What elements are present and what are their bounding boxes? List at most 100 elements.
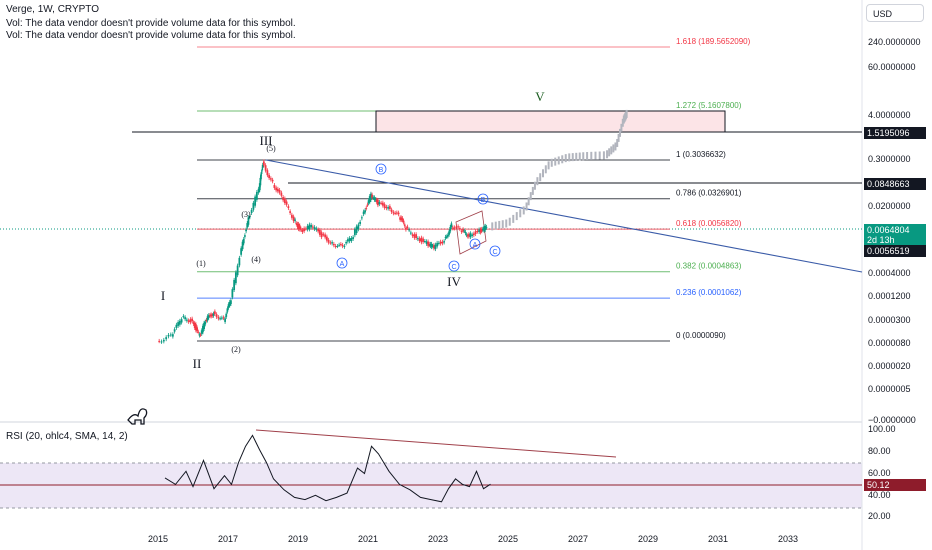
price-tag: 0.0064804	[864, 224, 926, 236]
fib-level-label: 0.618 (0.0056820)	[676, 219, 742, 228]
price-candle	[317, 229, 320, 232]
projection-candle	[515, 212, 518, 221]
projection-candle	[547, 161, 550, 170]
wave-label: V	[535, 89, 545, 104]
price-candle	[175, 324, 178, 328]
projection-candle	[621, 118, 624, 127]
price-candle	[444, 236, 447, 239]
price-candle	[236, 265, 239, 276]
wave-label: A	[473, 242, 478, 249]
price-tag: 1.5195096	[864, 127, 926, 139]
wave-label: I	[161, 288, 165, 303]
price-candle	[464, 231, 467, 234]
projection-candle	[582, 152, 585, 161]
price-candle	[203, 322, 205, 329]
price-candle	[322, 234, 325, 236]
price-candle	[225, 313, 228, 317]
price-candle	[220, 317, 223, 319]
price-candle	[233, 279, 236, 290]
wave-label: B	[481, 197, 486, 204]
price-candle	[372, 197, 375, 199]
price-candle	[278, 189, 281, 193]
price-candle	[193, 322, 196, 329]
price-candle	[185, 319, 188, 321]
price-candle	[409, 232, 412, 234]
price-candle	[259, 177, 262, 186]
price-candle	[364, 210, 366, 213]
price-candle	[466, 235, 469, 237]
time-axis-tick: 2029	[637, 534, 659, 544]
projection-candle	[620, 123, 623, 132]
price-candle	[437, 242, 440, 244]
price-candle	[403, 224, 406, 226]
price-axis-tick: 0.0004000	[868, 268, 911, 278]
projection-candle	[614, 142, 617, 151]
price-candle	[478, 229, 481, 233]
price-axis-tick: 0.0001200	[868, 291, 911, 301]
projection-candle	[568, 153, 571, 162]
price-candle	[441, 241, 444, 244]
price-candle	[276, 188, 279, 192]
projection-candle	[527, 197, 530, 206]
vol-notice-2: Vol: The data vendor doesn't provide vol…	[6, 30, 296, 41]
projection-candle	[522, 206, 525, 215]
price-candle	[355, 226, 358, 234]
price-candle	[215, 314, 218, 317]
price-candle	[195, 324, 197, 331]
wave-label: C	[492, 249, 497, 256]
fib-level-label: 1 (0.3036632)	[676, 150, 726, 159]
projection-candle	[542, 169, 544, 178]
price-candle	[271, 179, 274, 182]
currency-select[interactable]: USD	[866, 4, 924, 22]
time-axis-tick: 2017	[217, 534, 239, 544]
price-candle	[241, 241, 244, 250]
price-candle	[325, 236, 328, 241]
price-candle	[296, 223, 299, 227]
price-candle	[311, 226, 314, 228]
price-candle	[346, 239, 349, 242]
price-tag: 0.0848663	[864, 178, 926, 190]
price-candle	[338, 244, 341, 246]
price-candle	[242, 238, 245, 244]
price-candle	[343, 245, 346, 247]
price-candle	[266, 170, 269, 176]
projection-candle	[539, 173, 542, 182]
wave-circle	[469, 238, 481, 250]
price-candle	[348, 238, 351, 242]
price-candle	[443, 241, 446, 243]
price-candle	[434, 244, 437, 250]
price-candle	[227, 304, 230, 308]
price-candle	[298, 225, 301, 230]
price-candle	[165, 337, 168, 340]
price-candle	[211, 315, 214, 317]
price-candle	[294, 219, 296, 221]
price-candle	[368, 196, 371, 203]
price-candle	[422, 238, 425, 242]
price-axis-tick: 0.0000020	[868, 361, 911, 371]
price-candle	[445, 236, 448, 238]
projection-candle	[536, 177, 539, 186]
price-candle	[234, 272, 237, 284]
price-candle	[451, 227, 454, 229]
price-candle	[248, 216, 251, 218]
price-axis-tick: 4.0000000	[868, 110, 911, 120]
price-candle	[252, 202, 255, 210]
wave-label: A	[340, 261, 345, 268]
wave-label: III	[260, 133, 273, 148]
price-candle	[450, 223, 453, 227]
price-candle	[260, 174, 262, 180]
price-candle	[397, 212, 400, 215]
wave-circle	[448, 260, 460, 272]
projection-candle	[491, 222, 494, 231]
price-candle	[217, 317, 220, 319]
price-candle	[280, 192, 283, 196]
price-candle	[206, 316, 209, 321]
price-candle	[331, 242, 334, 244]
price-axis-tick: 0.0000005	[868, 384, 911, 394]
price-candle	[292, 216, 295, 222]
time-axis-tick: 2027	[567, 534, 589, 544]
rsi-divergence-line	[255, 429, 617, 458]
projection-candle	[602, 151, 605, 160]
price-candle	[304, 228, 307, 230]
